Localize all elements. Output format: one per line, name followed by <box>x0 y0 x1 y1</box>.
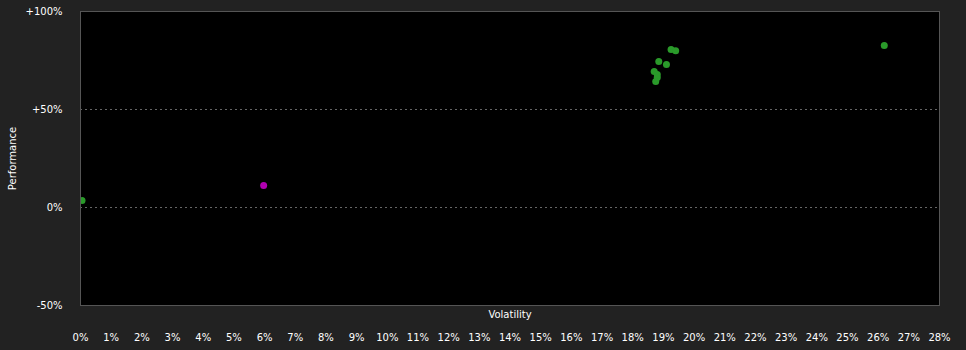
svg-text:+50%: +50% <box>32 104 63 115</box>
svg-text:1%: 1% <box>103 332 119 343</box>
svg-text:21%: 21% <box>714 332 736 343</box>
svg-text:23%: 23% <box>775 332 797 343</box>
svg-text:2%: 2% <box>134 332 150 343</box>
svg-text:5%: 5% <box>226 332 242 343</box>
svg-text:12%: 12% <box>438 332 460 343</box>
svg-text:25%: 25% <box>836 332 858 343</box>
svg-text:15%: 15% <box>530 332 552 343</box>
svg-text:19%: 19% <box>652 332 674 343</box>
svg-text:28%: 28% <box>928 332 950 343</box>
svg-text:9%: 9% <box>349 332 365 343</box>
svg-text:8%: 8% <box>318 332 334 343</box>
svg-text:4%: 4% <box>195 332 211 343</box>
svg-text:20%: 20% <box>683 332 705 343</box>
svg-text:22%: 22% <box>744 332 766 343</box>
svg-text:+100%: +100% <box>26 6 63 17</box>
svg-text:24%: 24% <box>806 332 828 343</box>
svg-text:17%: 17% <box>591 332 613 343</box>
svg-text:26%: 26% <box>867 332 889 343</box>
svg-text:Volatility: Volatility <box>488 309 531 320</box>
svg-text:0%: 0% <box>47 202 63 213</box>
svg-text:16%: 16% <box>560 332 582 343</box>
svg-text:6%: 6% <box>257 332 273 343</box>
svg-text:14%: 14% <box>499 332 521 343</box>
svg-text:0%: 0% <box>73 332 89 343</box>
svg-text:18%: 18% <box>622 332 644 343</box>
svg-text:27%: 27% <box>898 332 920 343</box>
svg-text:3%: 3% <box>165 332 181 343</box>
svg-text:10%: 10% <box>376 332 398 343</box>
svg-text:-50%: -50% <box>37 300 63 311</box>
svg-text:7%: 7% <box>287 332 303 343</box>
svg-text:13%: 13% <box>468 332 490 343</box>
svg-text:11%: 11% <box>407 332 429 343</box>
svg-text:Performance: Performance <box>7 127 18 190</box>
